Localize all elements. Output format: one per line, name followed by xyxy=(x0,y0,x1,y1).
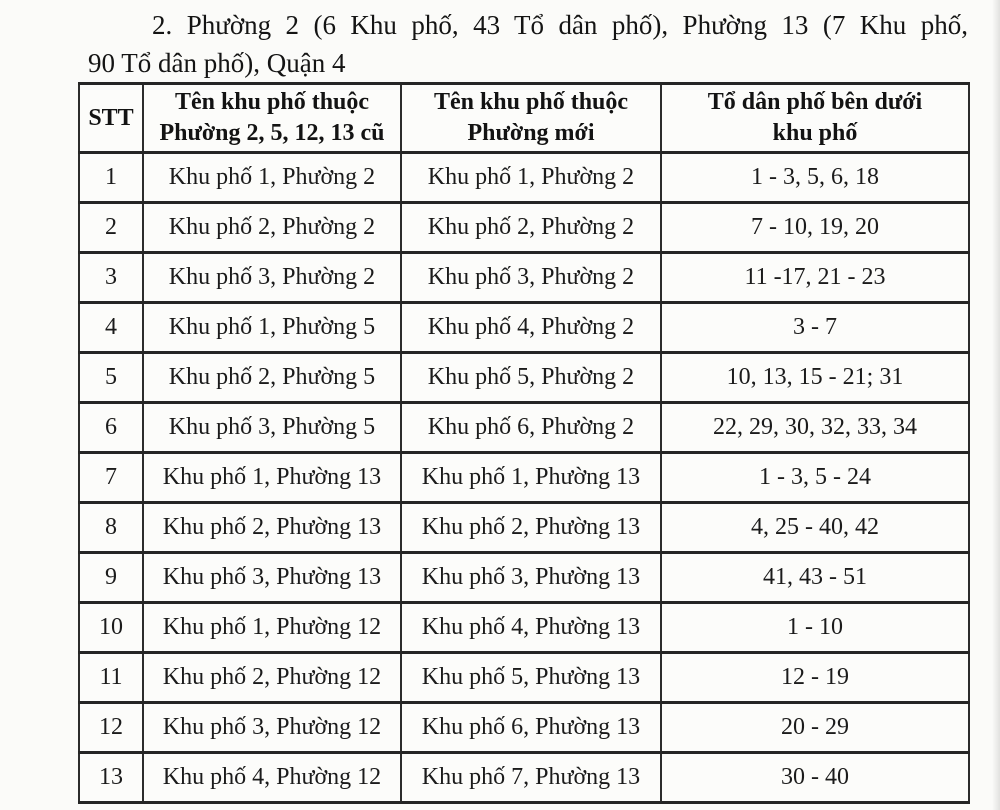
cell-to-dan-pho: 20 - 29 xyxy=(660,701,970,754)
cell-to-dan-pho: 11 -17, 21 - 23 xyxy=(660,251,970,304)
cell-stt: 9 xyxy=(78,551,144,604)
cell-old-khu-pho: Khu phố 1, Phường 12 xyxy=(142,601,402,654)
document-heading: 2. Phường 2 (6 Khu phố, 43 Tổ dân phố), … xyxy=(88,6,968,82)
table-header-row: STT Tên khu phố thuộc Phường 2, 5, 12, 1… xyxy=(78,82,970,154)
cell-to-dan-pho: 4, 25 - 40, 42 xyxy=(660,501,970,554)
cell-old-khu-pho: Khu phố 2, Phường 2 xyxy=(142,201,402,254)
col-header-to-dan-pho: Tổ dân phố bên dưới khu phố xyxy=(660,82,970,154)
cell-old-khu-pho: Khu phố 1, Phường 5 xyxy=(142,301,402,354)
cell-old-khu-pho: Khu phố 2, Phường 12 xyxy=(142,651,402,704)
cell-new-khu-pho: Khu phố 4, Phường 2 xyxy=(400,301,662,354)
cell-stt: 3 xyxy=(78,251,144,304)
cell-new-khu-pho: Khu phố 7, Phường 13 xyxy=(400,751,662,804)
cell-to-dan-pho: 22, 29, 30, 32, 33, 34 xyxy=(660,401,970,454)
cell-stt: 2 xyxy=(78,201,144,254)
table-row: 5 Khu phố 2, Phường 5 Khu phố 5, Phường … xyxy=(78,351,970,404)
cell-new-khu-pho: Khu phố 5, Phường 13 xyxy=(400,651,662,704)
cell-old-khu-pho: Khu phố 3, Phường 5 xyxy=(142,401,402,454)
table-row: 11 Khu phố 2, Phường 12 Khu phố 5, Phườn… xyxy=(78,651,970,704)
table-row: 10 Khu phố 1, Phường 12 Khu phố 4, Phườn… xyxy=(78,601,970,654)
table-row: 13 Khu phố 4, Phường 12 Khu phố 7, Phườn… xyxy=(78,751,970,804)
cell-stt: 13 xyxy=(78,751,144,804)
table-row: 2 Khu phố 2, Phường 2 Khu phố 2, Phường … xyxy=(78,201,970,254)
cell-stt: 12 xyxy=(78,701,144,754)
cell-new-khu-pho: Khu phố 5, Phường 2 xyxy=(400,351,662,404)
cell-to-dan-pho: 1 - 10 xyxy=(660,601,970,654)
col-header-new-line2: Phường mới xyxy=(467,120,595,146)
table-row: 9 Khu phố 3, Phường 13 Khu phố 3, Phường… xyxy=(78,551,970,604)
col-header-old-khu-pho: Tên khu phố thuộc Phường 2, 5, 12, 13 cũ xyxy=(142,82,402,154)
heading-line-2: 90 Tổ dân phố), Quận 4 xyxy=(88,48,346,78)
cell-old-khu-pho: Khu phố 3, Phường 13 xyxy=(142,551,402,604)
cell-to-dan-pho: 10, 13, 15 - 21; 31 xyxy=(660,351,970,404)
cell-stt: 5 xyxy=(78,351,144,404)
cell-to-dan-pho: 1 - 3, 5 - 24 xyxy=(660,451,970,504)
cell-new-khu-pho: Khu phố 1, Phường 13 xyxy=(400,451,662,504)
cell-old-khu-pho: Khu phố 2, Phường 13 xyxy=(142,501,402,554)
table-row: 4 Khu phố 1, Phường 5 Khu phố 4, Phường … xyxy=(78,301,970,354)
cell-to-dan-pho: 1 - 3, 5, 6, 18 xyxy=(660,151,970,204)
table-row: 6 Khu phố 3, Phường 5 Khu phố 6, Phường … xyxy=(78,401,970,454)
cell-old-khu-pho: Khu phố 2, Phường 5 xyxy=(142,351,402,404)
table-row: 12 Khu phố 3, Phường 12 Khu phố 6, Phườn… xyxy=(78,701,970,754)
table-row: 7 Khu phố 1, Phường 13 Khu phố 1, Phường… xyxy=(78,451,970,504)
ward-khu-pho-mapping-table: STT Tên khu phố thuộc Phường 2, 5, 12, 1… xyxy=(78,82,970,804)
cell-new-khu-pho: Khu phố 1, Phường 2 xyxy=(400,151,662,204)
cell-new-khu-pho: Khu phố 4, Phường 13 xyxy=(400,601,662,654)
col-header-units-line2: khu phố xyxy=(772,120,858,146)
cell-new-khu-pho: Khu phố 2, Phường 13 xyxy=(400,501,662,554)
cell-stt: 11 xyxy=(78,651,144,704)
cell-new-khu-pho: Khu phố 2, Phường 2 xyxy=(400,201,662,254)
cell-old-khu-pho: Khu phố 1, Phường 13 xyxy=(142,451,402,504)
col-header-old-line1: Tên khu phố thuộc xyxy=(174,89,370,115)
table-row: 8 Khu phố 2, Phường 13 Khu phố 2, Phường… xyxy=(78,501,970,554)
heading-line-1: 2. Phường 2 (6 Khu phố, 43 Tổ dân phố), … xyxy=(152,10,968,40)
cell-old-khu-pho: Khu phố 3, Phường 12 xyxy=(142,701,402,754)
col-header-stt: STT xyxy=(78,82,144,154)
cell-stt: 1 xyxy=(78,151,144,204)
cell-new-khu-pho: Khu phố 6, Phường 13 xyxy=(400,701,662,754)
cell-stt: 4 xyxy=(78,301,144,354)
cell-to-dan-pho: 30 - 40 xyxy=(660,751,970,804)
col-header-old-line2: Phường 2, 5, 12, 13 cũ xyxy=(159,120,385,146)
cell-old-khu-pho: Khu phố 1, Phường 2 xyxy=(142,151,402,204)
cell-new-khu-pho: Khu phố 6, Phường 2 xyxy=(400,401,662,454)
col-header-new-khu-pho: Tên khu phố thuộc Phường mới xyxy=(400,82,662,154)
cell-to-dan-pho: 12 - 19 xyxy=(660,651,970,704)
cell-to-dan-pho: 3 - 7 xyxy=(660,301,970,354)
cell-old-khu-pho: Khu phố 4, Phường 12 xyxy=(142,751,402,804)
scan-edge-shadow xyxy=(992,0,1000,810)
table-row: 3 Khu phố 3, Phường 2 Khu phố 3, Phường … xyxy=(78,251,970,304)
cell-stt: 10 xyxy=(78,601,144,654)
col-header-new-line1: Tên khu phố thuộc xyxy=(433,89,629,115)
cell-stt: 6 xyxy=(78,401,144,454)
cell-new-khu-pho: Khu phố 3, Phường 2 xyxy=(400,251,662,304)
cell-to-dan-pho: 7 - 10, 19, 20 xyxy=(660,201,970,254)
cell-new-khu-pho: Khu phố 3, Phường 13 xyxy=(400,551,662,604)
cell-stt: 8 xyxy=(78,501,144,554)
col-header-stt-label: STT xyxy=(88,104,134,131)
cell-old-khu-pho: Khu phố 3, Phường 2 xyxy=(142,251,402,304)
cell-to-dan-pho: 41, 43 - 51 xyxy=(660,551,970,604)
table-row: 1 Khu phố 1, Phường 2 Khu phố 1, Phường … xyxy=(78,151,970,204)
col-header-units-line1: Tổ dân phố bên dưới xyxy=(707,89,923,115)
cell-stt: 7 xyxy=(78,451,144,504)
